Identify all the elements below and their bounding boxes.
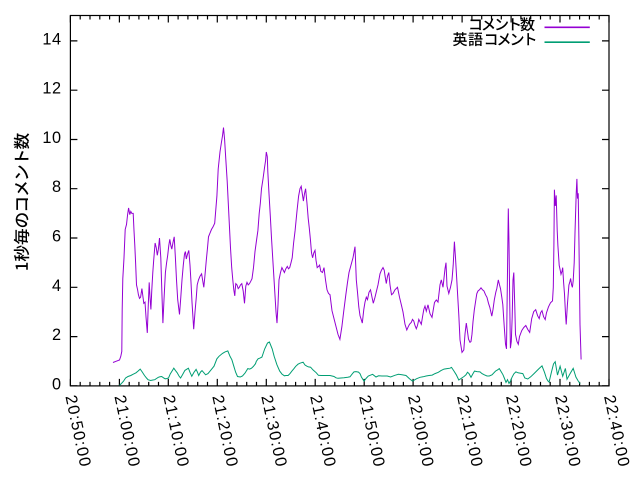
svg-text:0: 0 — [52, 375, 62, 393]
svg-text:10: 10 — [42, 129, 61, 147]
svg-text:14: 14 — [42, 30, 61, 48]
svg-text:2: 2 — [52, 326, 62, 344]
svg-text:6: 6 — [52, 228, 62, 246]
svg-text:12: 12 — [42, 80, 61, 98]
svg-text:8: 8 — [52, 178, 62, 196]
svg-text:4: 4 — [52, 277, 62, 295]
